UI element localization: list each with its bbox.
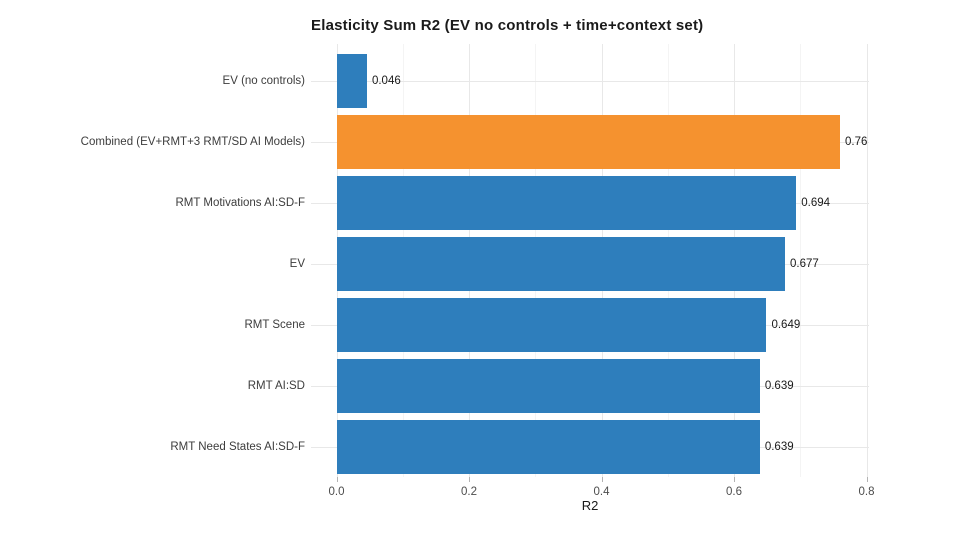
category-label: RMT Need States AI:SD-F	[170, 441, 305, 453]
bar	[336, 420, 760, 474]
bar-value-label: 0.694	[801, 197, 831, 209]
chart-title: Elasticity Sum R2 (EV no controls + time…	[311, 17, 704, 34]
x-tick-label: 0.4	[593, 486, 610, 498]
bar	[336, 54, 367, 108]
category-label: EV (no controls)	[222, 75, 305, 87]
bar-value-label: 0.046	[371, 75, 401, 87]
bar-value-label: 0.76	[845, 136, 868, 148]
bar	[336, 115, 840, 169]
category-label: RMT Scene	[244, 319, 305, 331]
bar-value-label: 0.639	[764, 380, 794, 392]
x-tick-label: 0.2	[461, 486, 477, 498]
x-tick	[469, 477, 470, 482]
gridline-row	[311, 81, 869, 82]
category-label: EV	[289, 258, 305, 270]
x-axis-title: R2	[581, 498, 599, 513]
x-tick-label: 0.6	[726, 486, 742, 498]
x-tick-label: 0.0	[328, 486, 345, 498]
bar-value-label: 0.649	[771, 319, 801, 331]
gridline-major	[866, 44, 868, 477]
x-tick	[866, 477, 868, 482]
category-label: RMT Motivations AI:SD-F	[175, 197, 305, 209]
gridline-minor	[800, 44, 802, 477]
bar	[336, 359, 760, 413]
plot-panel: 0.046 0.76 0.694 0.677 0.649 0.639 0.639	[311, 44, 869, 477]
x-tick	[734, 477, 735, 482]
bar	[336, 237, 785, 291]
x-tick-label: 0.8	[858, 486, 875, 498]
x-tick	[336, 477, 338, 482]
x-tick	[601, 477, 603, 482]
category-label: Combined (EV+RMT+3 RMT/SD AI Models)	[80, 136, 305, 148]
bar	[336, 298, 767, 352]
bar-value-label: 0.639	[764, 441, 794, 453]
bar	[336, 176, 797, 230]
category-label: RMT AI:SD	[247, 380, 305, 392]
bar-value-label: 0.677	[790, 258, 819, 270]
